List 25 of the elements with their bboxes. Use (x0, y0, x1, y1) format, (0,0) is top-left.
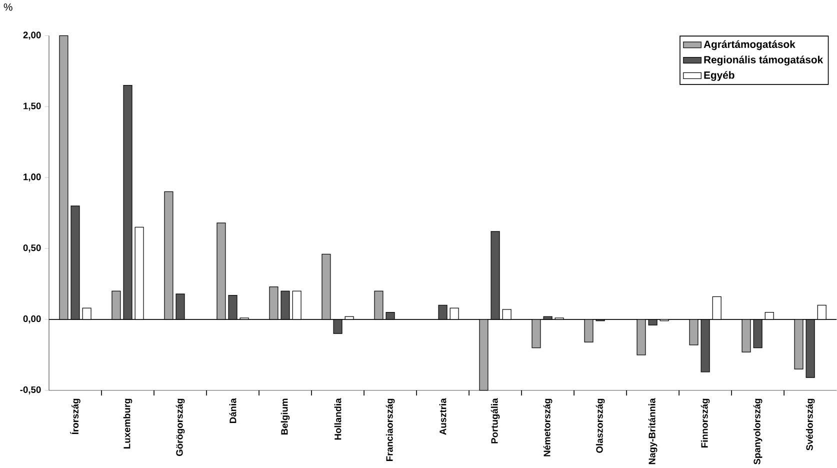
y-tick-label: 0,00 (23, 315, 41, 324)
y-tick-label: 2,00 (23, 32, 41, 40)
x-tick-label: Ausztria (439, 398, 446, 435)
x-tick-label: Görögország (176, 398, 185, 456)
x-tick-label: Luxemburg (123, 398, 132, 448)
x-tick-label: Belgium (280, 398, 290, 434)
legend-label: Regionális támogatások (704, 56, 824, 66)
x-tick-label: Svédország (806, 398, 815, 450)
legend-label: Agrártámogatások (704, 40, 796, 50)
x-tick-label: Írország (70, 398, 80, 434)
x-tick-label: Olaszország (596, 398, 605, 453)
y-tick-label: 1,50 (24, 102, 41, 111)
y-tick-label: 0,50 (23, 244, 41, 252)
x-tick-label: Németország (543, 398, 552, 456)
x-tick-label: Nagy-Británnia (648, 398, 658, 464)
x-tick-label: Finnország (700, 398, 710, 448)
x-tick-label: Portugália (490, 398, 500, 444)
legend-label: Egyéb (704, 71, 734, 81)
x-tick-label: Hollandia (334, 398, 342, 440)
x-tick-label: Spanyolország (753, 398, 762, 464)
y-axis-title: % (4, 3, 12, 11)
x-tick-label: Dánia (229, 398, 236, 423)
y-tick-label: 1,00 (24, 173, 41, 182)
x-tick-label: Franciaország (386, 398, 395, 461)
y-tick-label: -0,50 (20, 386, 41, 394)
